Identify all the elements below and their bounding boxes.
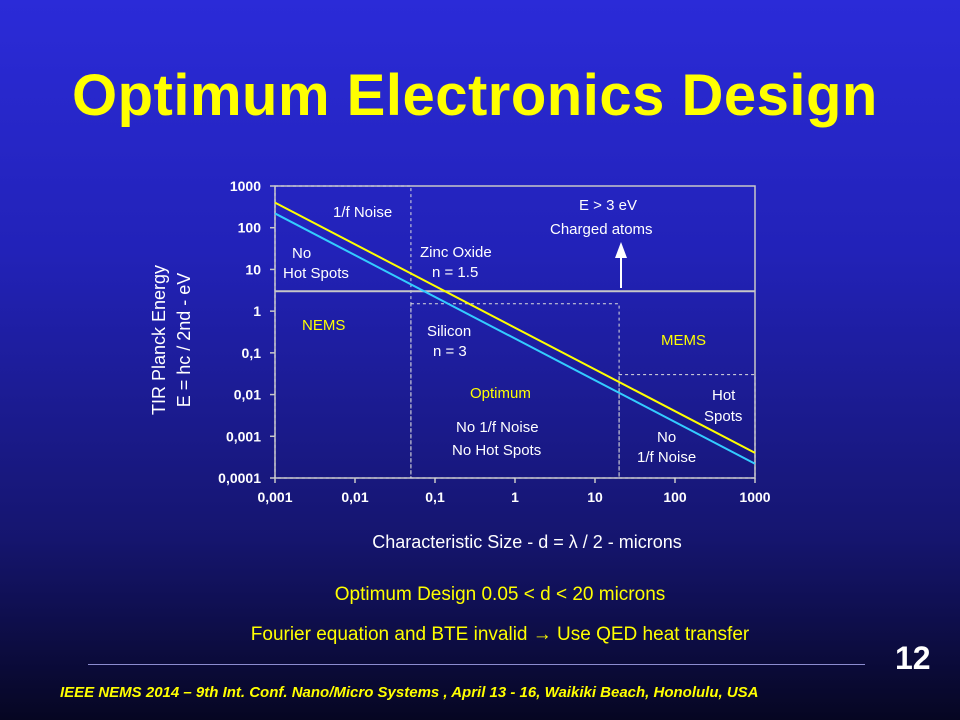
footer-divider <box>88 664 865 665</box>
arrow-head-icon <box>615 242 627 258</box>
y-axis-label-line1: TIR Planck Energy <box>149 265 169 415</box>
x-tick-label: 0,001 <box>257 489 292 505</box>
x-tick-label: 0,1 <box>425 489 445 505</box>
y-tick-label: 0,001 <box>226 428 261 444</box>
label-hot: Hot <box>712 387 736 404</box>
label-energy-threshold: E > 3 eV <box>579 197 637 214</box>
x-tick-label: 100 <box>663 489 687 505</box>
conference-footer: IEEE NEMS 2014 – 9th Int. Conf. Nano/Mic… <box>60 684 759 701</box>
y-axis-label-line2: E = hc / 2nd - eV <box>174 273 194 408</box>
label-nems: NEMS <box>302 317 345 334</box>
x-tick-label: 1000 <box>739 489 770 505</box>
label-hot-spots: Hot Spots <box>283 265 349 282</box>
label-zinc-n: n = 1.5 <box>432 264 478 281</box>
label-mems: MEMS <box>661 332 706 349</box>
region-nems-dashed <box>274 185 412 479</box>
region-hot-spots-dashed <box>618 374 756 479</box>
label-silicon-n: n = 3 <box>433 343 467 360</box>
x-tick-labels: 0,001 0,01 0,1 1 10 100 1000 <box>257 489 770 505</box>
x-tick-label: 1 <box>511 489 519 505</box>
label-charged-atoms: Charged atoms <box>550 221 653 238</box>
label-no: No <box>292 245 311 262</box>
chart-series <box>274 201 756 465</box>
y-tick-label: 0,01 <box>234 387 261 403</box>
label-one-over-f-lower: 1/f Noise <box>637 449 696 466</box>
y-tick-label: 1000 <box>230 178 261 194</box>
heat-transfer-note: Fourier equation and BTE invalid → Use Q… <box>250 624 750 645</box>
label-no-1f-noise: No 1/f Noise <box>456 419 539 436</box>
series-line-1 <box>274 201 756 454</box>
label-spots: Spots <box>704 408 742 425</box>
y-tick-label: 10 <box>245 261 261 277</box>
chart-regions <box>274 185 756 479</box>
optimum-design-note: Optimum Design 0.05 < d < 20 microns <box>334 584 666 605</box>
y-tick-label: 0,0001 <box>218 470 261 486</box>
y-tick-label: 100 <box>238 220 262 236</box>
label-no-lower: No <box>657 429 676 446</box>
label-zinc-oxide: Zinc Oxide <box>420 244 492 261</box>
label-silicon: Silicon <box>427 323 471 340</box>
y-tick-labels: 0,0001 0,001 0,01 0,1 1 10 100 1000 <box>218 178 261 486</box>
label-optimum: Optimum <box>470 385 531 402</box>
y-tick-label: 0,1 <box>242 345 262 361</box>
page-number: 12 <box>895 640 931 676</box>
label-one-over-f-noise: 1/f Noise <box>333 204 392 221</box>
series-line-2 <box>274 212 756 465</box>
page-title: Optimum Electronics Design <box>72 63 878 128</box>
x-tick-label: 10 <box>587 489 603 505</box>
label-no-hot-spots: No Hot Spots <box>452 442 541 459</box>
x-tick-label: 0,01 <box>341 489 368 505</box>
y-tick-label: 1 <box>253 303 261 319</box>
x-axis-label: Characteristic Size - d = λ / 2 - micron… <box>372 532 682 552</box>
